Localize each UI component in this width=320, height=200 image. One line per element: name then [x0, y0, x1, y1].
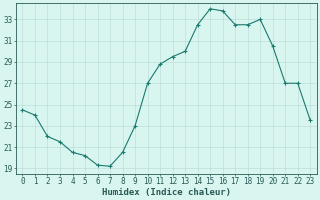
X-axis label: Humidex (Indice chaleur): Humidex (Indice chaleur)	[102, 188, 231, 197]
